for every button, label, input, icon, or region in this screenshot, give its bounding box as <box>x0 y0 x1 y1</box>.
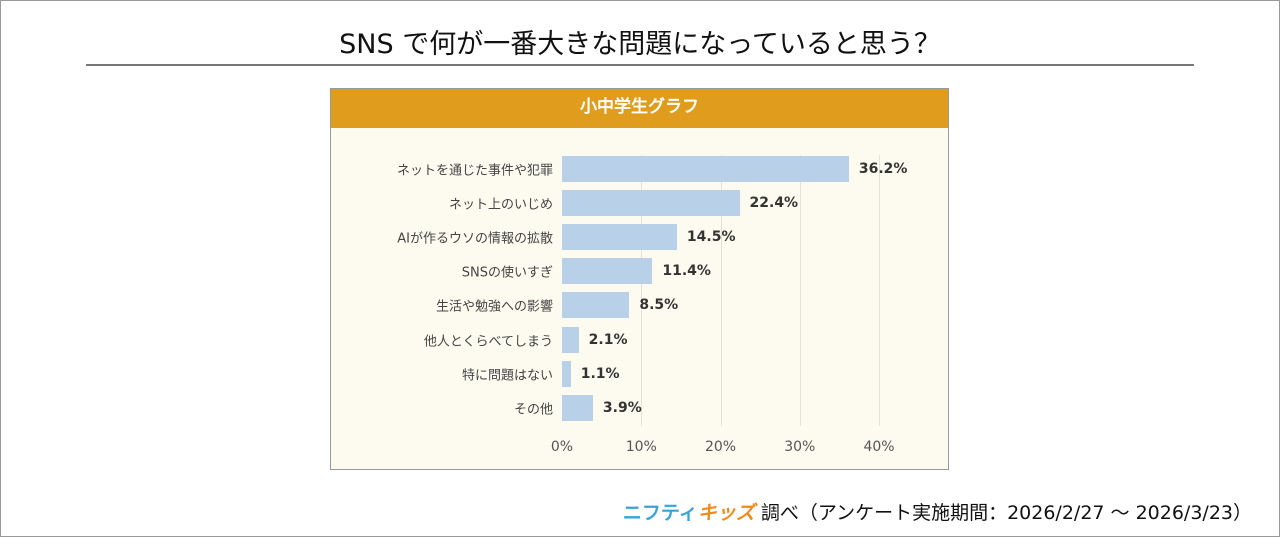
bar <box>562 395 593 421</box>
data-label: 14.5% <box>686 229 736 245</box>
data-label: 22.4% <box>749 195 799 211</box>
data-label: 2.1% <box>588 332 628 348</box>
x-tick-label: 10% <box>625 439 657 455</box>
plot-area: 0% 10% 20% 30% 40% ネットを通じた事件や犯罪 36.2% ネット上のいじめ 2… <box>331 89 948 469</box>
x-tick-label: 30% <box>784 439 816 455</box>
gridline <box>720 155 722 426</box>
title-divider <box>86 64 1194 66</box>
bar <box>562 190 740 216</box>
survey-note: 調べ（アンケート実施期間：2026/2/27 ～ 2026/3/23） <box>760 502 1252 524</box>
bar <box>562 258 653 284</box>
data-label: 8.5% <box>639 297 679 313</box>
chart-card: 小中学生グラフ 0% 10% 20% 30% 40% ネットを通じた事件や犯罪 36.2% ネ… <box>330 88 949 470</box>
x-tick-label: 40% <box>863 439 895 455</box>
bar <box>562 224 677 250</box>
category-label: その他 <box>513 402 553 418</box>
logo-nifty: ニフティ <box>622 502 698 524</box>
data-label: 1.1% <box>580 366 620 382</box>
bar <box>562 361 571 387</box>
category-label: 特に問題はない <box>461 368 553 384</box>
chart-title: 小中学生グラフ <box>331 89 948 128</box>
category-label: SNSの使いすぎ <box>461 265 553 281</box>
x-tick-label: 20% <box>704 439 737 455</box>
footer-credit: ニフティキッズ 調べ（アンケート実施期間：2026/2/27 ～ 2026/3/… <box>623 498 1252 525</box>
data-label: 11.4% <box>662 263 711 279</box>
bar <box>562 327 579 353</box>
bar <box>562 292 630 318</box>
gridline <box>879 155 880 426</box>
category-label: 生活や勉強への影響 <box>435 299 553 315</box>
page-title: SNS で何が一番大きな問題になっていると思う？ <box>339 29 941 60</box>
logo-kids: キッズ <box>697 502 755 524</box>
bar <box>562 156 849 182</box>
category-label: 他人とくらべてしまう <box>423 334 553 350</box>
gridline <box>799 155 801 426</box>
category-label: ネット上のいじめ <box>448 197 553 213</box>
gridline <box>641 155 643 426</box>
data-label: 36.2% <box>858 161 908 177</box>
x-tick-label: 0% <box>550 439 574 455</box>
data-label: 3.9% <box>602 400 642 416</box>
category-label: ネットを通じた事件や犯罪 <box>396 163 553 179</box>
category-label: AIが作るウソの情報の拡散 <box>397 231 553 247</box>
